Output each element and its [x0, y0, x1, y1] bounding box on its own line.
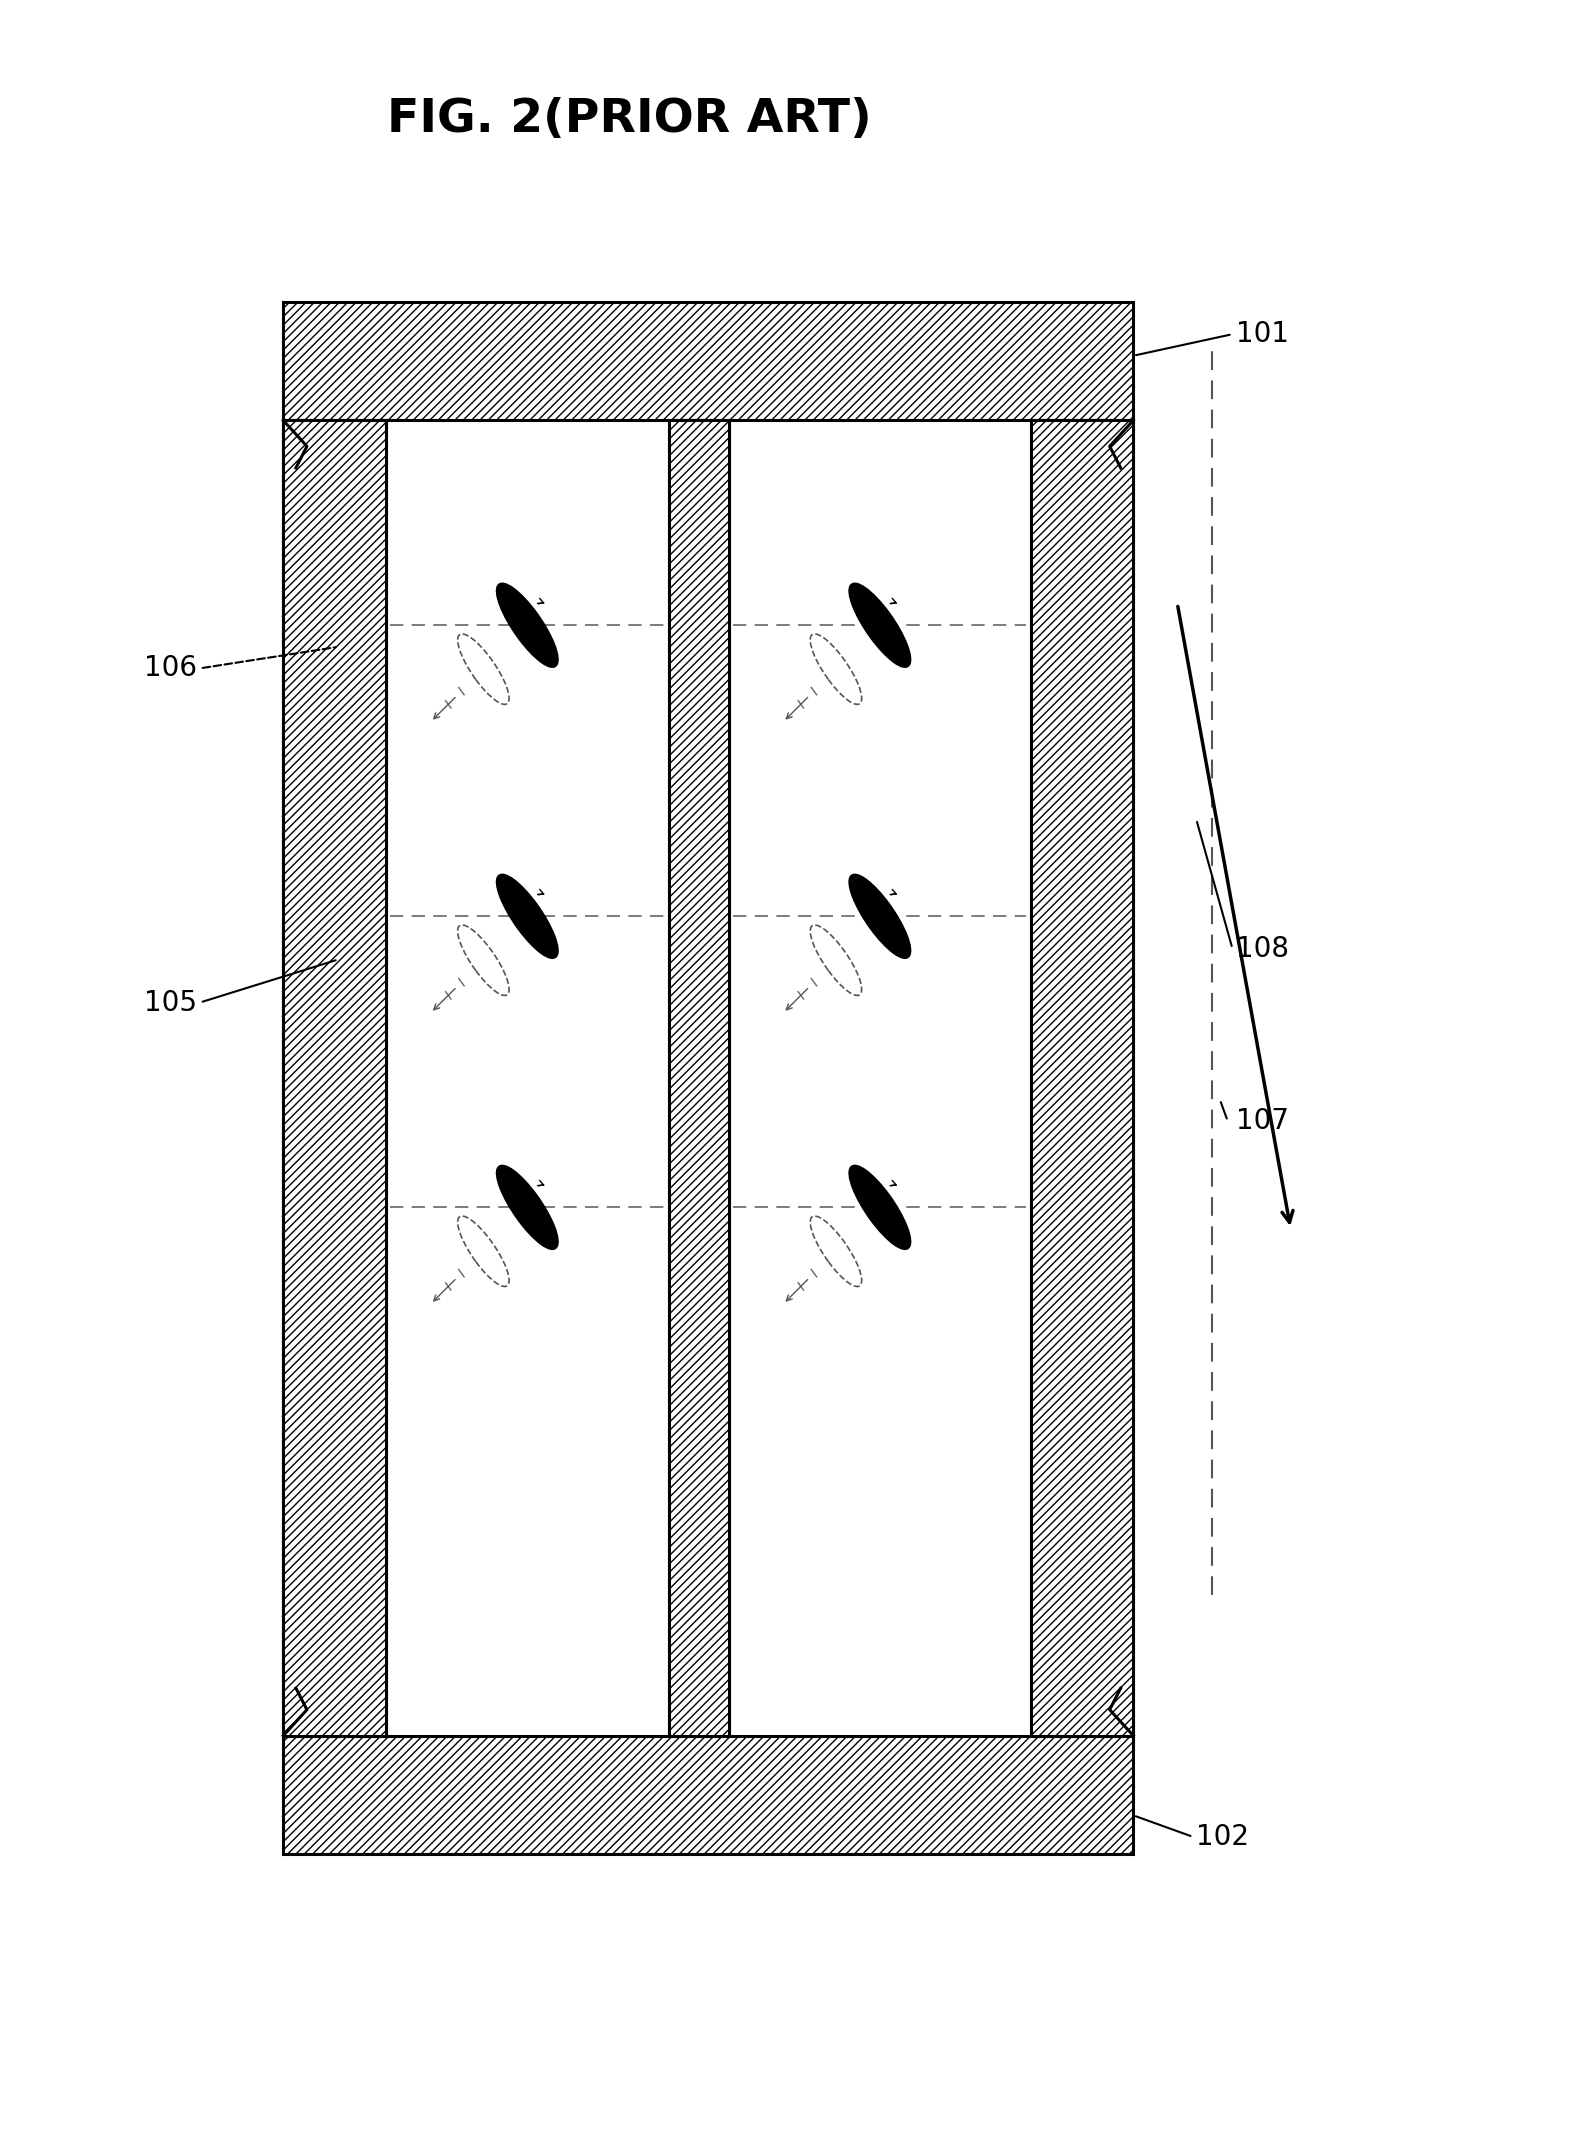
- Text: 106: 106: [143, 655, 197, 681]
- Bar: [669, 420, 729, 1736]
- Ellipse shape: [850, 584, 910, 666]
- Bar: [283, 302, 1133, 420]
- Text: 102: 102: [1196, 1824, 1250, 1850]
- Bar: [1031, 420, 1133, 1736]
- Text: 108: 108: [1236, 936, 1289, 962]
- Bar: [283, 1736, 1133, 1854]
- Bar: [389, 425, 666, 1731]
- Bar: [386, 420, 1031, 1736]
- Ellipse shape: [497, 1166, 557, 1248]
- Bar: [732, 425, 1028, 1731]
- Ellipse shape: [497, 875, 557, 957]
- Text: FIG. 2(PRIOR ART): FIG. 2(PRIOR ART): [387, 97, 872, 142]
- Bar: [283, 420, 386, 1736]
- Bar: [669, 420, 729, 1736]
- Text: 105: 105: [143, 990, 197, 1015]
- Ellipse shape: [497, 584, 557, 666]
- Text: 101: 101: [1236, 321, 1289, 347]
- Bar: [283, 420, 386, 1736]
- Text: 107: 107: [1236, 1108, 1289, 1134]
- Ellipse shape: [850, 875, 910, 957]
- Bar: [1031, 420, 1133, 1736]
- Ellipse shape: [850, 1166, 910, 1248]
